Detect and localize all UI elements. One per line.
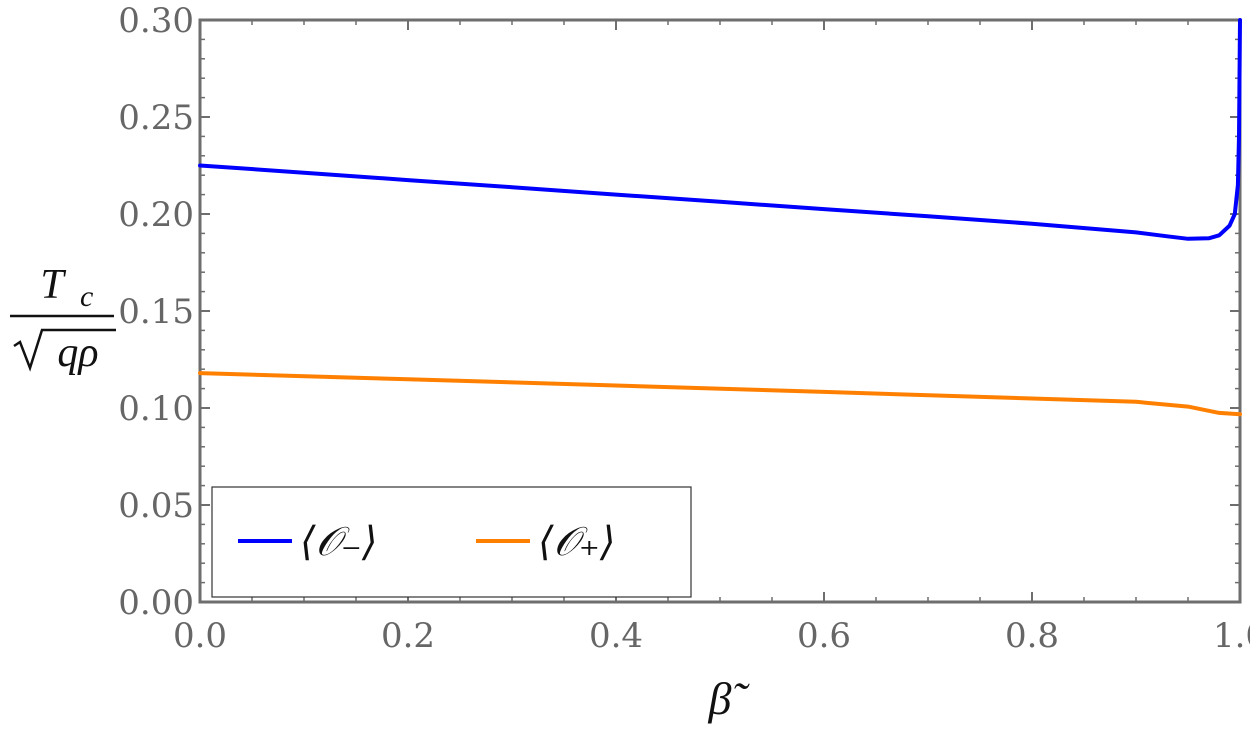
axis-tick-labels: 0.0 0.2 0.4 0.6 0.8 1.0 0.00 0.05 0.10 0.15 0.20 0.… (118, 1, 1250, 656)
axis-ticks (199, 19, 1241, 603)
y-tick-label: 0.30 (118, 1, 194, 41)
y-label-numerator-sub: c (80, 280, 93, 313)
x-tick-label: 0.4 (589, 616, 643, 656)
y-label-denominator: qρ (57, 330, 98, 376)
y-tick-label: 0.10 (118, 389, 194, 429)
y-tick-label: 0.15 (118, 292, 194, 332)
y-tick-label: 0.05 (118, 486, 194, 526)
legend: ⟨𝒪₋⟩ ⟨𝒪₊⟩ (211, 486, 692, 598)
series-line-2 (198, 371, 1242, 417)
y-tick-label: 0.20 (118, 195, 194, 235)
legend-entry-series-1: ⟨𝒪₋⟩ (300, 519, 378, 564)
x-tick-label: 0.8 (1005, 616, 1059, 656)
x-tick-label: 0.0 (173, 616, 227, 656)
y-axis-label: T c qρ (10, 262, 116, 376)
y-tick-label: 0.00 (118, 583, 194, 623)
x-tick-label: 0.6 (797, 616, 851, 656)
y-label-numerator: T (40, 262, 66, 308)
x-tick-label: 1.0 (1213, 616, 1250, 656)
y-tick-label: 0.25 (118, 98, 194, 138)
legend-entry-series-2: ⟨𝒪₊⟩ (538, 519, 616, 564)
data-series (198, 18, 1242, 417)
y-label-radical (13, 328, 116, 372)
series-line-1 (198, 18, 1242, 241)
x-tick-label: 0.2 (381, 616, 435, 656)
x-axis-label: β̃ (708, 673, 751, 724)
